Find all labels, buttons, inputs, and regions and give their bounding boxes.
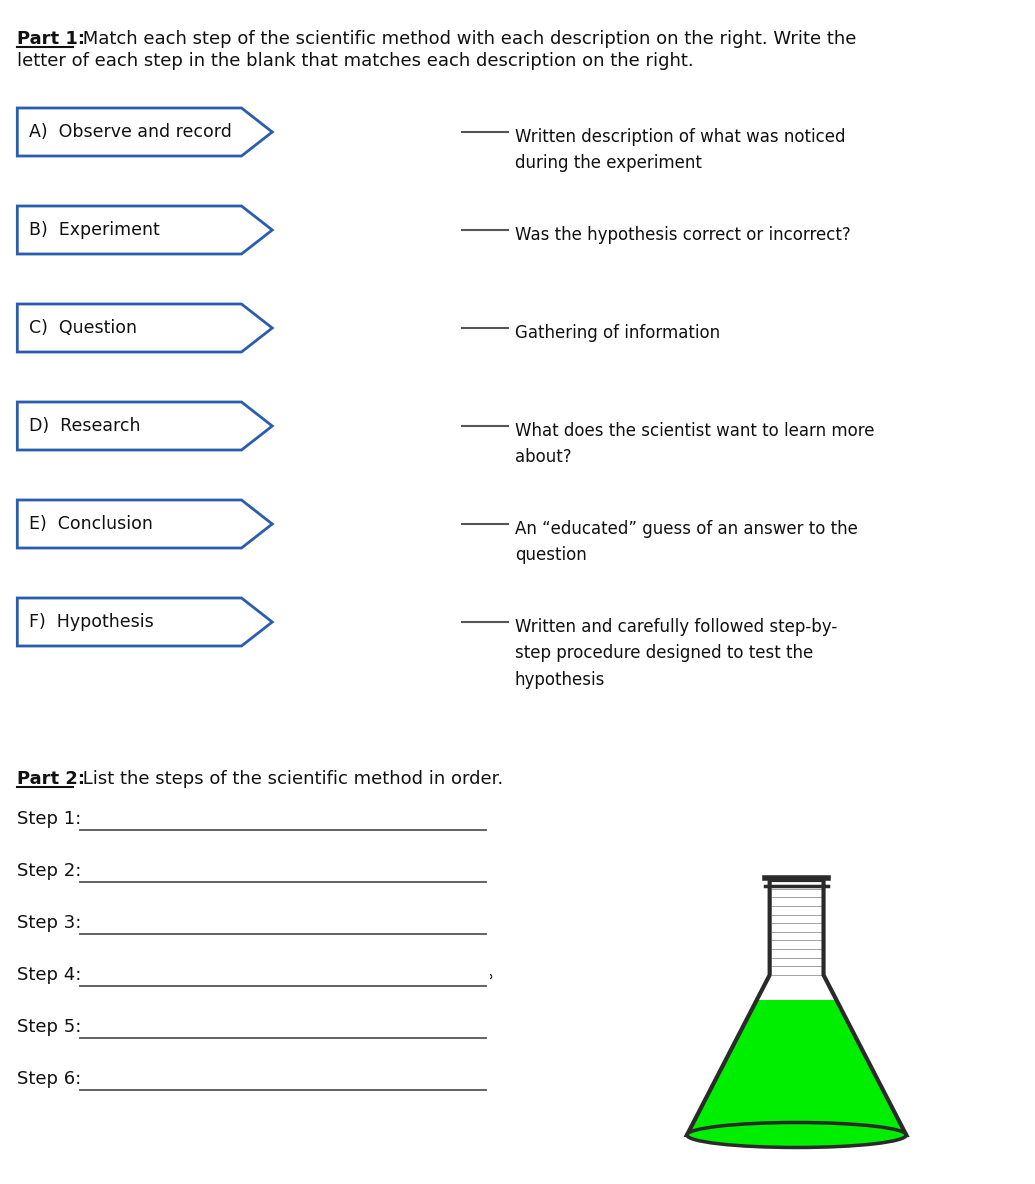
Text: Match each step of the scientific method with each description on the right. Wri: Match each step of the scientific method…	[77, 30, 856, 49]
Polygon shape	[18, 598, 272, 646]
Text: Part 1:: Part 1:	[18, 30, 85, 49]
Polygon shape	[18, 403, 272, 450]
Text: Written and carefully followed step-by-
step procedure designed to test the
hypo: Written and carefully followed step-by- …	[514, 618, 837, 689]
Polygon shape	[18, 304, 272, 352]
Text: E)  Conclusion: E) Conclusion	[29, 515, 153, 533]
Text: Step 5:: Step 5:	[18, 1018, 82, 1036]
Text: A)  Observe and record: A) Observe and record	[29, 123, 232, 141]
Text: Part 2:: Part 2:	[18, 770, 85, 789]
Polygon shape	[18, 500, 272, 548]
Text: D)  Research: D) Research	[29, 417, 141, 435]
Text: B)  Experiment: B) Experiment	[29, 221, 159, 239]
Text: Was the hypothesis correct or incorrect?: Was the hypothesis correct or incorrect?	[514, 226, 851, 244]
Polygon shape	[18, 108, 272, 156]
Text: Written description of what was noticed
during the experiment: Written description of what was noticed …	[514, 128, 846, 173]
Text: Step 6:: Step 6:	[18, 1070, 82, 1088]
Text: Step 3:: Step 3:	[18, 914, 82, 932]
Text: Gathering of information: Gathering of information	[514, 324, 719, 342]
Polygon shape	[687, 1000, 907, 1135]
Text: What does the scientist want to learn more
about?: What does the scientist want to learn mo…	[514, 422, 875, 466]
Ellipse shape	[687, 1122, 907, 1147]
Text: ʾ: ʾ	[489, 974, 494, 992]
Text: List the steps of the scientific method in order.: List the steps of the scientific method …	[77, 770, 503, 789]
Text: F)  Hypothesis: F) Hypothesis	[29, 613, 153, 631]
Polygon shape	[687, 880, 907, 1135]
Text: Step 4:: Step 4:	[18, 966, 82, 984]
Text: An “educated” guess of an answer to the
question: An “educated” guess of an answer to the …	[514, 520, 858, 565]
Polygon shape	[18, 206, 272, 255]
Text: Step 2:: Step 2:	[18, 862, 82, 880]
Text: Step 1:: Step 1:	[18, 810, 82, 828]
Text: C)  Question: C) Question	[29, 318, 137, 337]
Text: letter of each step in the blank that matches each description on the right.: letter of each step in the blank that ma…	[18, 52, 693, 70]
